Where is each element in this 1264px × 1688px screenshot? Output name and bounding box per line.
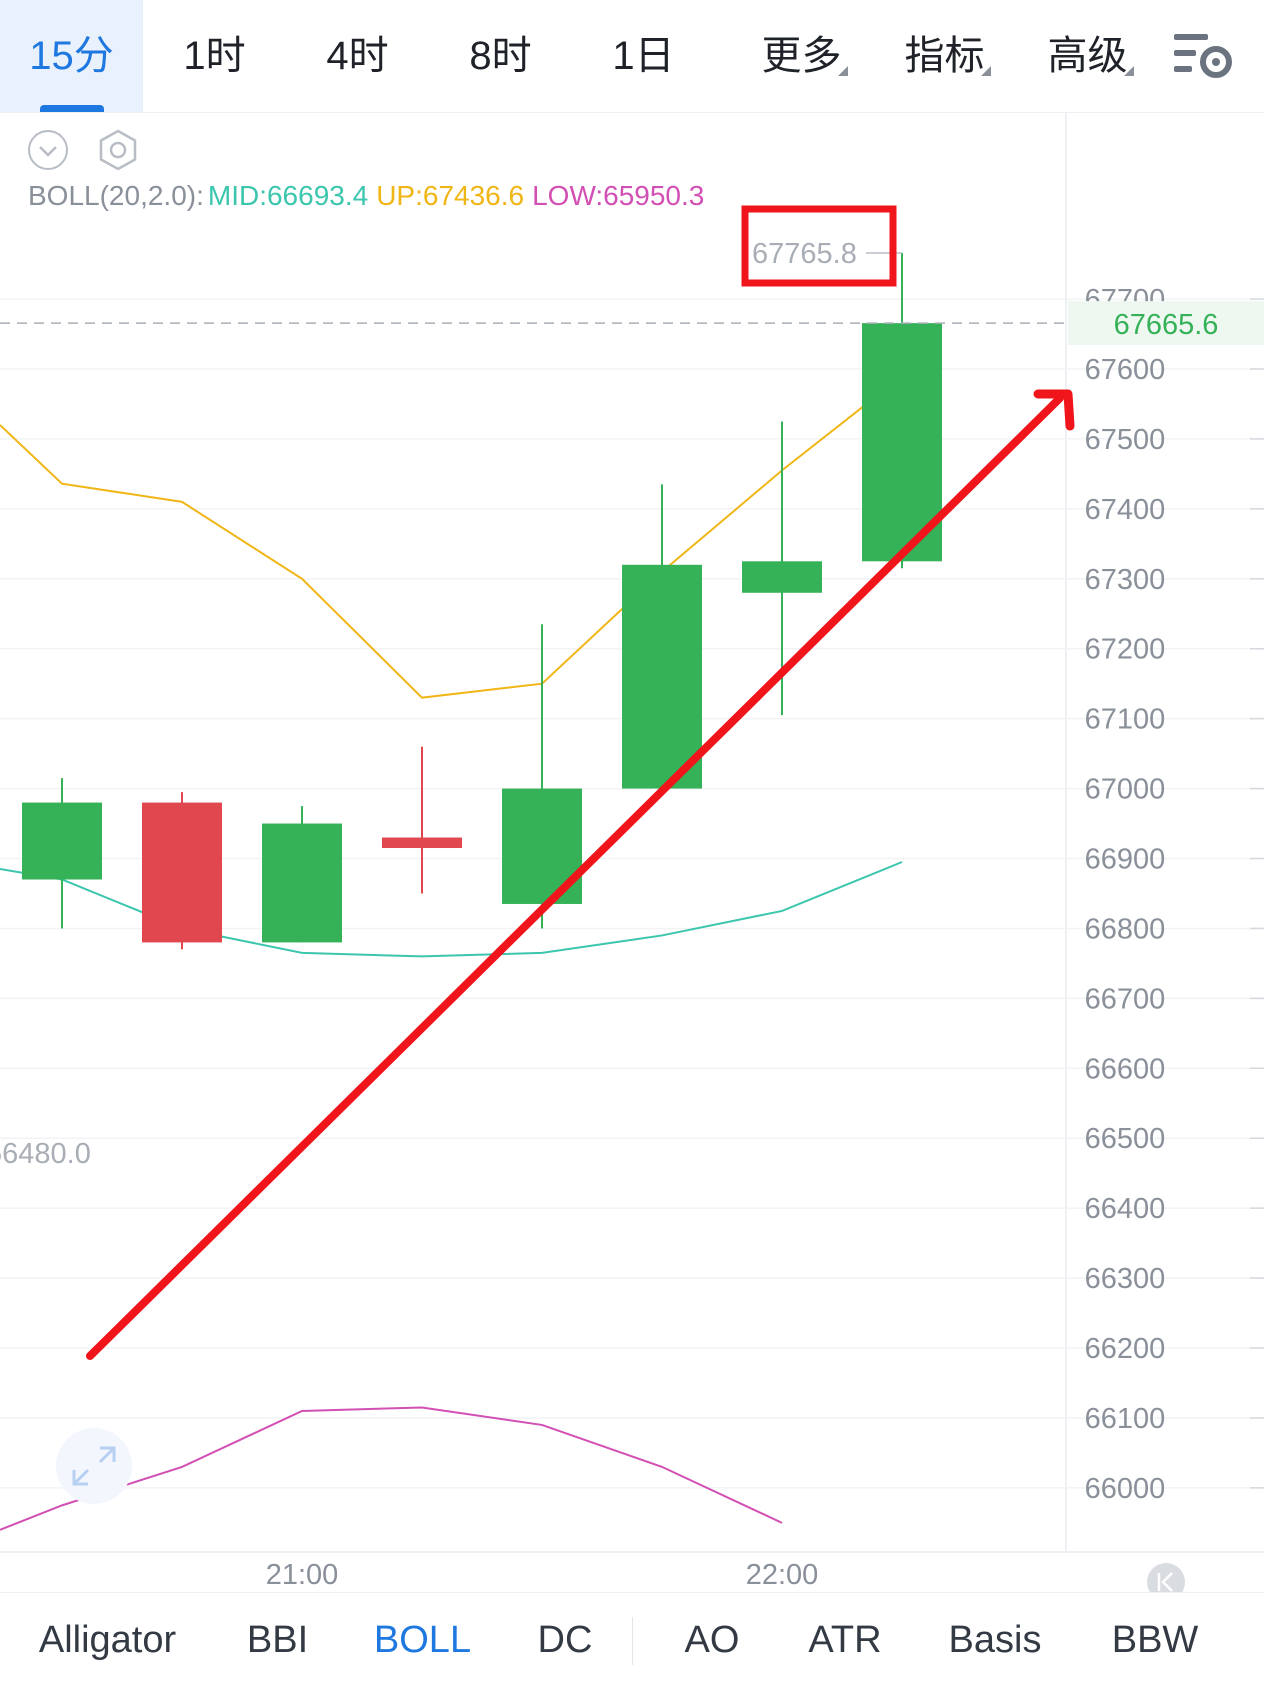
indicator-label: DC <box>538 1619 593 1661</box>
tab-label: 高级 <box>1048 34 1128 78</box>
price-axis-label: 66200 <box>1085 1333 1166 1365</box>
timeframe-tab-bar: 15分 1时 4时 8时 1日 更多 指标 高级 <box>0 0 1264 113</box>
indicator-tab-basis[interactable]: Basis <box>930 1593 1060 1688</box>
price-axis-label: 66300 <box>1085 1263 1166 1295</box>
dropdown-corner-icon <box>838 66 848 76</box>
price-axis-label: 66900 <box>1085 844 1166 876</box>
tab-label: 指标 <box>905 34 985 78</box>
price-axis-label: 67300 <box>1085 564 1166 596</box>
tab-label: 4时 <box>326 34 388 78</box>
expand-arrows-icon <box>56 1428 132 1504</box>
tab-label: 8时 <box>469 34 531 78</box>
tab-4h[interactable]: 4时 <box>286 0 429 112</box>
price-axis-label: 67600 <box>1085 354 1166 386</box>
tab-8h[interactable]: 8时 <box>429 0 572 112</box>
candle-body <box>382 838 462 848</box>
current-price-label: 67665.6 <box>1114 309 1219 341</box>
price-axis-label: 67400 <box>1085 494 1166 526</box>
tab-divider <box>632 1617 633 1665</box>
tab-label: 更多 <box>762 34 842 78</box>
active-tab-indicator <box>40 105 104 112</box>
indicator-label: BBI <box>247 1619 308 1661</box>
tab-1d[interactable]: 1日 <box>572 0 715 112</box>
tab-15m[interactable]: 15分 <box>0 0 143 112</box>
tab-label: 1日 <box>612 34 674 78</box>
candle-body <box>742 561 822 592</box>
tab-advanced-dropdown[interactable]: 高级 <box>1016 0 1159 112</box>
time-axis-label: 22:00 <box>746 1559 819 1591</box>
candle-body <box>142 803 222 943</box>
price-axis-label: 67500 <box>1085 424 1166 456</box>
low-price-label: 66480.0 <box>0 1138 91 1170</box>
price-axis-label: 66700 <box>1085 983 1166 1015</box>
time-axis-label: 21:00 <box>266 1559 339 1591</box>
scroll-to-latest-icon <box>1147 1563 1185 1592</box>
indicator-tab-bbi[interactable]: BBI <box>220 1593 335 1688</box>
price-axis-label: 67100 <box>1085 704 1166 736</box>
indicator-label: Basis <box>949 1619 1042 1661</box>
expand-icon-bg <box>56 1428 132 1504</box>
tab-more-dropdown[interactable]: 更多 <box>730 0 873 112</box>
dropdown-corner-icon <box>981 66 991 76</box>
indicator-tab-atr[interactable]: ATR <box>790 1593 900 1688</box>
indicator-label: Alligator <box>39 1619 176 1661</box>
boll-mid-line <box>0 862 902 956</box>
tab-indicators-dropdown[interactable]: 指标 <box>873 0 1016 112</box>
indicator-label: BOLL <box>374 1619 471 1661</box>
indicator-tab-ao[interactable]: AO <box>662 1593 762 1688</box>
candle-body <box>262 824 342 943</box>
indicator-tab-alligator[interactable]: Alligator <box>20 1593 195 1688</box>
indicator-tab-boll[interactable]: BOLL <box>360 1593 485 1688</box>
tab-label: 15分 <box>29 34 114 78</box>
indicator-tab-bar: Alligator BBI BOLL DC AO ATR Basis BBW <box>0 1592 1264 1688</box>
price-axis-label: 66000 <box>1085 1473 1166 1505</box>
tab-1h[interactable]: 1时 <box>143 0 286 112</box>
price-axis-label: 66400 <box>1085 1193 1166 1225</box>
candlestick-chart[interactable]: 67700 67600 67500 67400 67300 67200 67100 67000… <box>0 112 1264 1592</box>
price-axis-label: 66800 <box>1085 913 1166 945</box>
tab-label: 1时 <box>183 34 245 78</box>
dropdown-corner-icon <box>1124 66 1134 76</box>
price-axis-label: 67200 <box>1085 634 1166 666</box>
chart-settings-icon[interactable] <box>1172 30 1236 84</box>
high-price-label: 67765.8 <box>752 238 857 270</box>
price-axis-label: 66500 <box>1085 1123 1166 1155</box>
trend-arrow-line <box>90 398 1060 1356</box>
chart-canvas: 6770067600675006740067300672006710067000… <box>0 112 1264 1592</box>
candle-body <box>622 565 702 789</box>
price-axis-label: 67000 <box>1085 774 1166 806</box>
indicator-label: AO <box>685 1619 740 1661</box>
candle-body <box>22 803 102 880</box>
price-axis-label: 66100 <box>1085 1403 1166 1435</box>
indicator-label: ATR <box>808 1619 881 1661</box>
indicator-label: BBW <box>1112 1619 1199 1661</box>
price-axis-label: 66600 <box>1085 1053 1166 1085</box>
indicator-tab-bbw[interactable]: BBW <box>1095 1593 1215 1688</box>
indicator-tab-dc[interactable]: DC <box>515 1593 615 1688</box>
